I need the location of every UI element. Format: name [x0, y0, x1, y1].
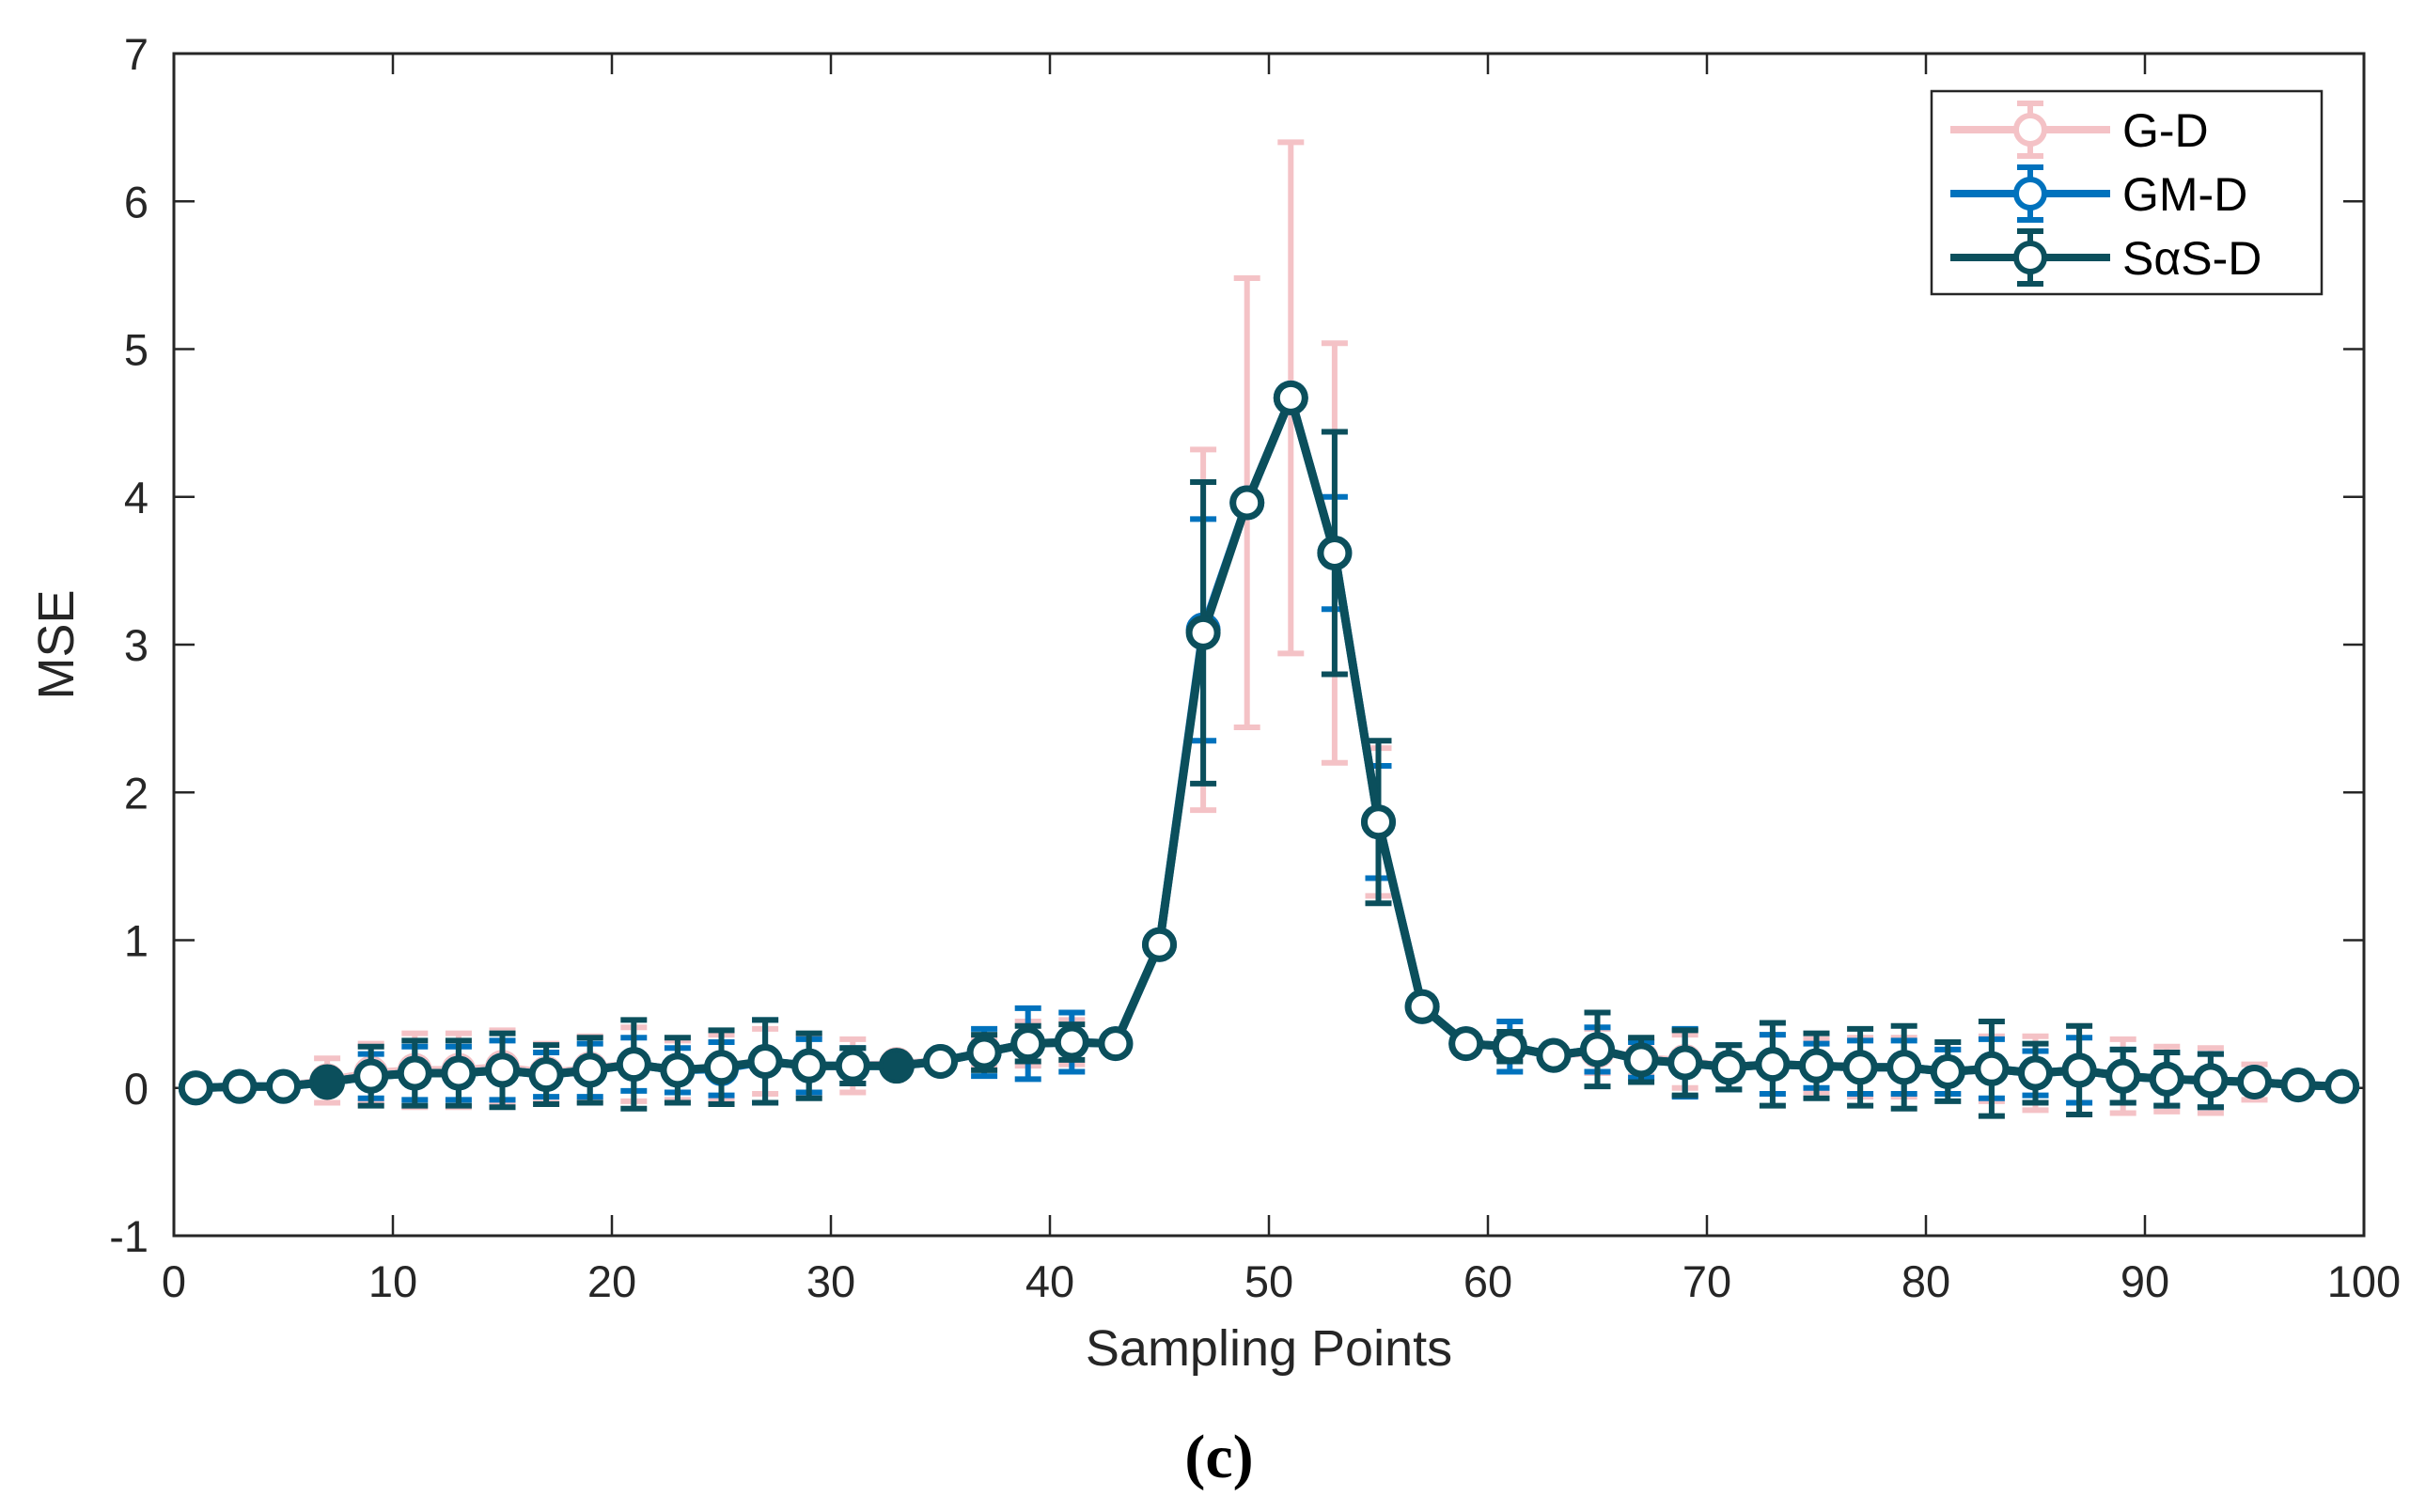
data-point	[1185, 615, 1221, 650]
data-point	[1536, 1037, 1572, 1073]
y-tick-label: 3	[124, 620, 149, 670]
legend-label: G-D	[2122, 104, 2209, 157]
data-point	[791, 1048, 827, 1083]
legend-marker	[2013, 177, 2047, 210]
data-point	[704, 1050, 739, 1085]
y-tick-label: 7	[124, 29, 149, 79]
legend-marker	[2013, 241, 2047, 274]
data-point	[1623, 1042, 1659, 1078]
legend-label: GM-D	[2122, 168, 2247, 221]
data-point	[397, 1055, 432, 1091]
data-point	[747, 1043, 783, 1079]
x-tick-label: 80	[1901, 1256, 1950, 1306]
legend-entry-2: SαS-D	[1950, 228, 2261, 287]
data-point	[353, 1058, 389, 1094]
x-tick-label: 60	[1463, 1256, 1512, 1306]
figure-caption: (c)	[1184, 1423, 1253, 1491]
legend-label: SαS-D	[2122, 232, 2261, 285]
x-tick-label: 40	[1025, 1256, 1074, 1306]
data-point	[1317, 536, 1353, 571]
y-tick-label: 2	[124, 768, 149, 818]
data-point	[2061, 1052, 2097, 1088]
x-tick-label: 90	[2120, 1256, 2169, 1306]
data-point	[835, 1048, 870, 1083]
data-point	[1142, 927, 1177, 962]
y-tick-label: 5	[124, 325, 149, 375]
data-point	[616, 1047, 651, 1083]
data-point	[1054, 1024, 1089, 1060]
data-point	[1886, 1050, 1922, 1085]
x-tick-label: 100	[2327, 1256, 2401, 1306]
data-point	[1273, 380, 1308, 415]
data-point	[1711, 1050, 1746, 1085]
data-point-filled	[878, 1048, 915, 1084]
data-point	[178, 1070, 213, 1106]
data-point	[1667, 1045, 1703, 1081]
x-tick-label: 30	[806, 1256, 855, 1306]
data-point	[1842, 1050, 1878, 1085]
legend-marker	[2013, 113, 2047, 147]
data-point	[1010, 1026, 1046, 1062]
data-point	[2018, 1055, 2053, 1091]
axis-ticks: 0 10 20 30 40 50 60 70 80 90 100 -1 0 1 2 3 4 5 6 7	[109, 29, 2401, 1306]
x-tick-label: 50	[1244, 1256, 1293, 1306]
series-2	[178, 380, 2360, 1119]
x-tick-label: 10	[368, 1256, 417, 1306]
data-point	[1930, 1053, 1965, 1089]
x-tick-label: 20	[587, 1256, 636, 1306]
data-point-filled	[309, 1064, 346, 1100]
data-point	[2105, 1058, 2141, 1094]
data-point	[1580, 1032, 1615, 1068]
legend: G-D GM-D SαS-D	[1930, 89, 2324, 296]
data-point	[485, 1052, 520, 1088]
data-series-layer	[178, 139, 2360, 1119]
data-point	[1404, 989, 1440, 1024]
data-point	[1448, 1026, 1484, 1062]
y-tick-label: 6	[124, 177, 149, 226]
data-point	[2237, 1064, 2272, 1099]
legend-entry-1: GM-D	[1950, 164, 2247, 223]
legend-entry-0: G-D	[1950, 101, 2209, 159]
data-point	[1974, 1051, 2010, 1086]
y-tick-label: 4	[124, 473, 149, 522]
data-point	[266, 1068, 301, 1104]
data-point	[1098, 1026, 1134, 1062]
x-tick-label: 70	[1682, 1256, 1731, 1306]
data-point	[1799, 1048, 1834, 1083]
y-tick-label: 0	[124, 1064, 149, 1114]
data-point	[1229, 485, 1265, 521]
data-point	[660, 1052, 696, 1088]
y-tick-label: -1	[109, 1211, 149, 1261]
y-axis-label: MSE	[28, 589, 85, 699]
data-point	[1492, 1029, 1527, 1065]
data-point	[2280, 1068, 2316, 1103]
x-axis-label: Sampling Points	[1086, 1320, 1452, 1377]
data-point	[2149, 1061, 2184, 1097]
data-point	[572, 1052, 608, 1088]
data-point	[923, 1043, 958, 1079]
legend-entries: G-D GM-D SαS-D	[1950, 101, 2261, 287]
x-tick-label: 0	[162, 1256, 186, 1306]
y-tick-label: 1	[124, 916, 149, 966]
data-point	[441, 1055, 477, 1091]
data-point	[222, 1068, 258, 1104]
data-point	[2193, 1063, 2229, 1099]
data-point	[966, 1035, 1002, 1070]
data-point	[528, 1057, 564, 1093]
data-point	[2324, 1068, 2360, 1104]
data-point	[1361, 804, 1396, 840]
data-point	[1755, 1047, 1791, 1083]
